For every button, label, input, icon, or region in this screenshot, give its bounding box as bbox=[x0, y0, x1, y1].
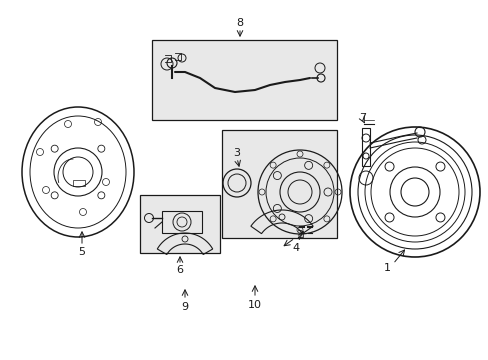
Bar bbox=[162, 211, 202, 233]
Text: 1: 1 bbox=[383, 263, 390, 273]
Text: 4: 4 bbox=[292, 243, 299, 253]
Bar bbox=[222, 130, 336, 238]
Bar bbox=[140, 195, 220, 253]
Text: 7: 7 bbox=[359, 113, 366, 123]
Text: 10: 10 bbox=[247, 300, 262, 310]
Text: 3: 3 bbox=[233, 148, 240, 158]
Bar bbox=[73, 180, 85, 186]
Text: 2: 2 bbox=[296, 230, 303, 240]
Text: 8: 8 bbox=[236, 18, 243, 28]
Text: 9: 9 bbox=[181, 302, 188, 312]
Text: 5: 5 bbox=[79, 247, 85, 257]
Text: 6: 6 bbox=[176, 265, 183, 275]
Bar bbox=[152, 40, 336, 120]
